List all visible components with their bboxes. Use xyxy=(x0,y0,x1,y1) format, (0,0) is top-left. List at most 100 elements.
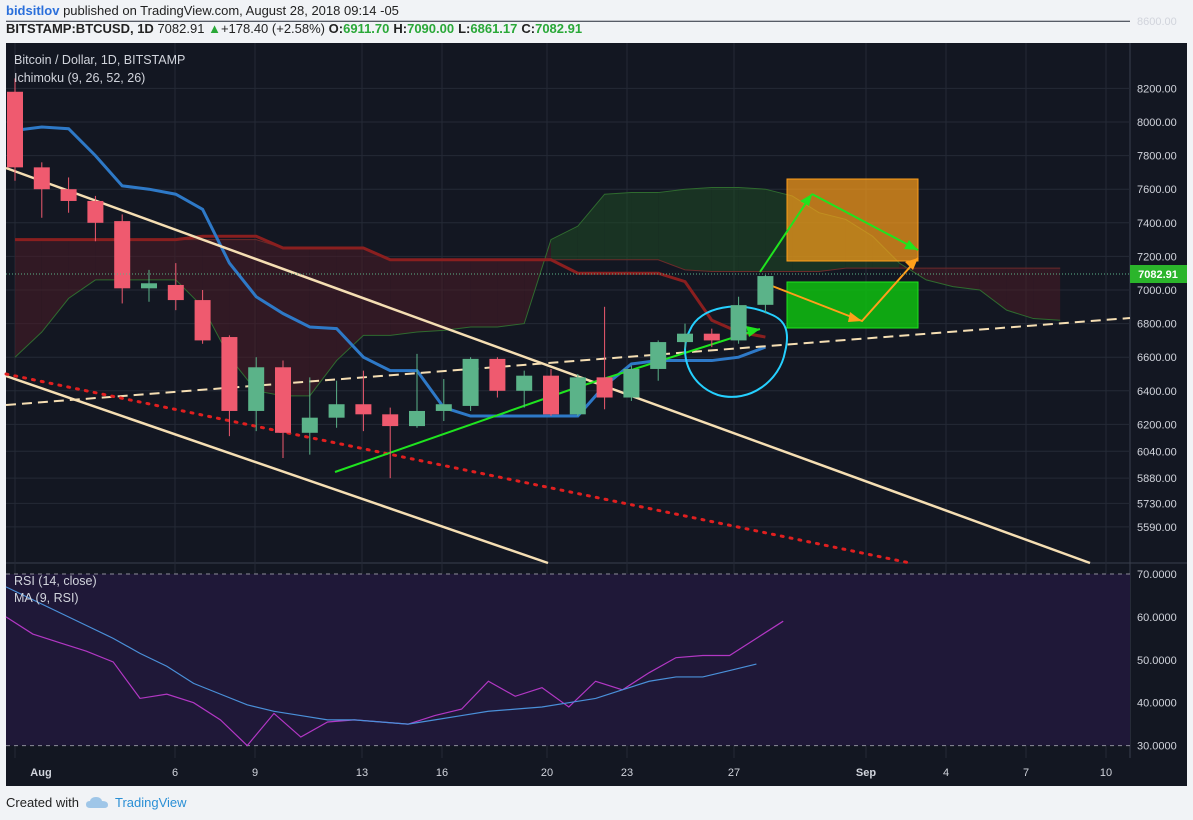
close-value: 7082.91 xyxy=(535,21,583,36)
cloud-segment xyxy=(685,187,712,272)
candle-body xyxy=(543,375,559,415)
published-text: published on TradingView.com, August 28,… xyxy=(63,3,399,18)
rsi-tick-label: 30.0000 xyxy=(1137,741,1177,753)
candle-body xyxy=(194,300,211,341)
high-label: H: xyxy=(393,21,408,36)
price-tick-label: 6800.00 xyxy=(1137,319,1177,331)
rsi-band xyxy=(6,574,1130,746)
down-arrow-line xyxy=(811,193,919,251)
candle-body xyxy=(650,342,667,369)
candle-body xyxy=(382,414,399,427)
time-axis-bg xyxy=(6,758,1187,786)
candle-body xyxy=(730,305,747,341)
last-price-badge-label: 7082.91 xyxy=(1138,269,1178,281)
grid xyxy=(6,20,1130,758)
cloud-segment xyxy=(336,248,364,361)
candle-body xyxy=(757,276,774,305)
price-tick-label: 5730.00 xyxy=(1137,498,1177,510)
cloud-segment xyxy=(256,239,283,396)
low-label: L: xyxy=(458,21,471,36)
ichimoku-legend: Ichimoku (9, 26, 52, 26) xyxy=(14,71,145,85)
rsi-tick-label: 50.0000 xyxy=(1137,655,1177,667)
price-tick-label: 6040.00 xyxy=(1137,446,1177,458)
lower-trend-line xyxy=(5,374,549,565)
time-tick-label: 9 xyxy=(252,767,258,779)
up-arrow-head xyxy=(800,194,812,206)
candle-body xyxy=(596,377,613,398)
cloud-segment xyxy=(765,189,793,272)
candle-body xyxy=(409,410,425,427)
price-tick-label: 8200.00 xyxy=(1137,83,1177,95)
cloud-segment xyxy=(926,268,953,287)
price-pane xyxy=(6,43,1130,563)
author-link[interactable]: bidsitlov xyxy=(6,3,60,18)
cloud-segment xyxy=(470,259,498,327)
orange-arrow-head-1 xyxy=(848,312,862,322)
cloud-segment xyxy=(979,268,1007,311)
price-axis-bg xyxy=(1130,43,1187,758)
rsi-pane xyxy=(5,573,1130,747)
down-arrow-head xyxy=(904,240,918,250)
candle-body xyxy=(33,167,50,190)
time-tick-label: 10 xyxy=(1100,767,1112,779)
footer: Created with TradingView xyxy=(6,795,187,810)
cyan-circle-price xyxy=(684,305,789,398)
cloud-segment xyxy=(363,248,391,336)
time-tick-label: Aug xyxy=(30,767,51,779)
price-tick-label: 7200.00 xyxy=(1137,251,1177,263)
cloud-segment xyxy=(1033,268,1061,321)
publish-info: bidsitlov published on TradingView.com, … xyxy=(6,3,399,18)
cloud-segment xyxy=(149,239,176,280)
cloud-segment xyxy=(631,192,659,260)
candle-body xyxy=(87,200,104,223)
change-value: +178.40 (+2.58%) xyxy=(220,21,326,36)
open-label: O: xyxy=(328,21,344,36)
ohlc-bar: BITSTAMP:BTCUSD, 1D 7082.91 ▲+178.40 (+2… xyxy=(6,21,586,36)
time-tick-label: Sep xyxy=(856,767,876,779)
symbol-label: BITSTAMP:BTCUSD, 1D xyxy=(6,21,154,36)
price-tick-label: 5880.00 xyxy=(1137,473,1177,485)
rsi-ma-legend: MA (9, RSI) xyxy=(14,591,79,605)
candle-body xyxy=(703,333,720,341)
price-tick-label: 7600.00 xyxy=(1137,184,1177,196)
created-with-label: Created with xyxy=(6,795,79,810)
rsi-ma-line xyxy=(5,586,757,725)
candle-body xyxy=(141,283,157,289)
cloud-segment xyxy=(390,259,417,336)
low-value: 6861.17 xyxy=(470,21,518,36)
candle-body xyxy=(221,337,238,411)
candle-body xyxy=(569,377,586,415)
rsi-tick-label: 40.0000 xyxy=(1137,698,1177,710)
cloud-segment xyxy=(577,194,605,260)
cloud-segment xyxy=(417,259,444,332)
candle-body xyxy=(623,368,640,398)
cloud-segment xyxy=(953,268,980,290)
candles xyxy=(7,78,774,479)
time-tick-label: 13 xyxy=(356,767,368,779)
dashed-trend-line xyxy=(5,317,1131,406)
dotted-support-line xyxy=(4,372,912,565)
candle-body xyxy=(248,367,265,411)
cloud-segment xyxy=(497,259,525,327)
target-zone-orange xyxy=(786,178,919,262)
candle-body xyxy=(328,404,345,418)
candle-body xyxy=(516,375,533,391)
time-tick-label: 16 xyxy=(436,767,448,779)
cloud-segment xyxy=(283,248,310,396)
candle-body xyxy=(167,284,184,301)
time-tick-label: 23 xyxy=(621,767,633,779)
cloud-segment xyxy=(202,239,230,358)
price-tick-label: 8600.00 xyxy=(1137,16,1177,28)
open-value: 6911.70 xyxy=(343,21,390,36)
rsi-tick-label: 70.0000 xyxy=(1137,569,1177,581)
chart-title: Bitcoin / Dollar, 1D, BITSTAMP xyxy=(14,53,185,67)
price-tick-label: 6200.00 xyxy=(1137,419,1177,431)
tradingview-link[interactable]: TradingView xyxy=(114,795,187,810)
time-tick-label: 20 xyxy=(541,767,553,779)
price-tick-label: 7000.00 xyxy=(1137,285,1177,297)
up-arrow-icon: ▲ xyxy=(208,21,221,36)
time-tick-label: 27 xyxy=(728,767,740,779)
candle-body xyxy=(114,221,131,289)
last-price-badge xyxy=(1130,265,1187,283)
